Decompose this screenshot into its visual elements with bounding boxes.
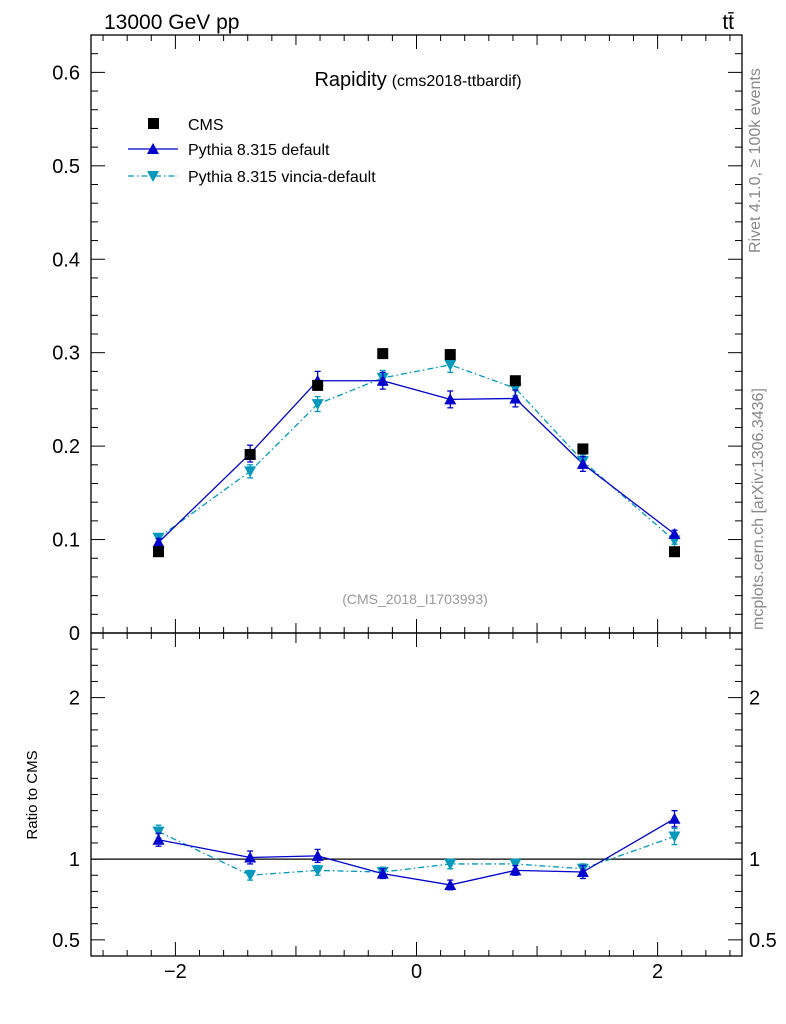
process-label: tt̄ (722, 11, 734, 34)
cms-data-point (377, 348, 389, 360)
legend-vincia-label: Pythia 8.315 vincia-default (188, 169, 376, 186)
main-y-tick-label: 0.1 (52, 530, 80, 552)
vincia-ratio-point (444, 858, 457, 870)
default-main-point (152, 536, 165, 548)
legend-cms-marker (148, 118, 159, 129)
ratio-y-tick-label-left: 1 (69, 849, 80, 871)
main-y-tick-label: 0.5 (52, 156, 80, 178)
analysis-id-label: (CMS_2018_I1703993) (342, 591, 488, 607)
default-ratio-point (509, 864, 522, 876)
main-y-tick-label: 0.6 (52, 62, 80, 84)
x-tick-label: 0 (411, 961, 422, 983)
default-ratio-point (668, 812, 681, 824)
legend-default-marker (147, 143, 159, 154)
ratio-y-tick-label-left: 0.5 (52, 930, 80, 952)
legend: CMS Pythia 8.315 default Pythia 8.315 vi… (128, 117, 376, 186)
chart-title-main: Rapidity (314, 69, 386, 91)
default-main-line (158, 380, 675, 543)
cms-data-point (244, 449, 256, 461)
main-y-tick-label: 0.2 (52, 436, 80, 458)
x-tick-label: 2 (652, 961, 663, 983)
rivet-version-label: Rivet 4.1.0, ≥ 100k events (747, 68, 764, 253)
vincia-main-point (444, 359, 457, 371)
ratio-panel-frame (90, 632, 743, 957)
ratio-y-tick-label-left: 2 (69, 688, 80, 710)
vincia-ratio-point (311, 865, 324, 877)
cms-data-point (444, 349, 456, 361)
chart-title: Rapidity (cms2018-ttbardif) (314, 69, 521, 91)
vincia-ratio-point (244, 870, 257, 882)
ratio-y-tick-label-right: 2 (749, 688, 760, 710)
ratio-ylabel: Ratio to CMS (24, 750, 41, 839)
vincia-main-line (158, 364, 675, 541)
x-tick-label: −2 (164, 961, 187, 983)
default-ratio-line (158, 818, 675, 886)
default-ratio-point (152, 833, 165, 845)
axes-layer: −2 0 2 0 0.1 0.2 0.3 0.4 0.5 0.6 0.5 0.5 1 1 2 2 (52, 34, 777, 983)
cms-data-point (668, 546, 680, 558)
default-main-point (376, 374, 389, 386)
vincia-main-point (244, 466, 257, 478)
energy-label: 13000 GeV pp (104, 11, 239, 34)
default-ratio-point (376, 867, 389, 879)
main-y-tick-label: 0 (69, 623, 80, 645)
chart-title-suffix: (cms2018-ttbardif) (392, 73, 522, 90)
ratio-y-tick-label-right: 1 (749, 849, 760, 871)
legend-cms-label: CMS (188, 117, 224, 134)
default-main-point (509, 392, 522, 404)
default-ratio-point (576, 866, 589, 878)
vincia-ratio-point (152, 826, 165, 838)
default-ratio-point (444, 878, 457, 890)
vincia-ratio-point (668, 831, 681, 843)
cms-data-point (312, 379, 324, 391)
default-main-point (668, 527, 681, 539)
legend-vincia-marker (147, 171, 159, 182)
ratio-y-tick-label-right: 0.5 (749, 930, 777, 952)
main-y-tick-label: 0.3 (52, 343, 80, 365)
mcplots-label: mcplots.cern.ch [arXiv:1306.3436] (750, 388, 767, 630)
cms-data-point (577, 443, 589, 455)
data-layer (152, 348, 681, 891)
cms-data-point (153, 546, 165, 558)
legend-default-label: Pythia 8.315 default (188, 142, 330, 159)
default-ratio-point (311, 849, 324, 861)
vincia-main-point (311, 399, 324, 411)
default-ratio-point (244, 851, 257, 863)
default-main-point (444, 393, 457, 405)
main-y-tick-label: 0.4 (52, 249, 80, 271)
cms-data-point (509, 375, 521, 387)
default-main-point (576, 457, 589, 469)
vincia-ratio-line (158, 831, 675, 876)
